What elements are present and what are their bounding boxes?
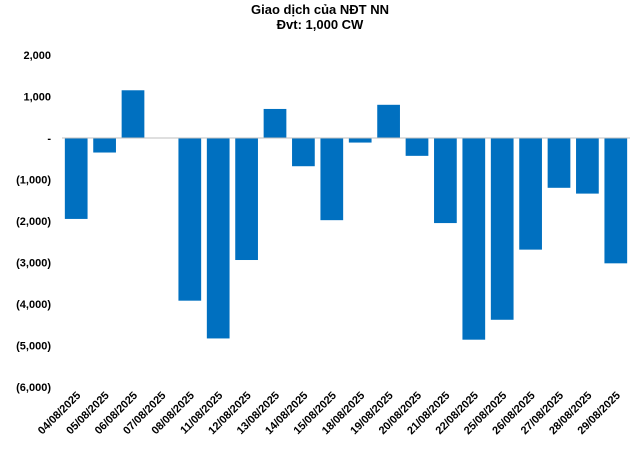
y-tick-label: (1,000) xyxy=(16,175,51,187)
bar xyxy=(263,108,287,138)
chart-title: Giao dịch của NĐT NN xyxy=(251,2,389,17)
bar xyxy=(292,138,315,167)
bar xyxy=(121,90,145,138)
bar xyxy=(64,138,88,219)
y-tick-label: (2,000) xyxy=(16,216,51,228)
bar xyxy=(320,138,344,221)
bar xyxy=(576,138,599,194)
y-tick-label: 2,000 xyxy=(23,50,51,62)
y-tick-label: (4,000) xyxy=(16,299,51,311)
bar xyxy=(434,138,457,224)
bar xyxy=(519,138,542,250)
bar xyxy=(235,138,258,261)
y-tick-label: - xyxy=(47,133,51,145)
bar xyxy=(547,138,571,188)
bar xyxy=(93,138,116,153)
bar xyxy=(377,104,400,138)
chart-subtitle: Đvt: 1,000 CW xyxy=(276,17,364,32)
y-tick-label: (5,000) xyxy=(16,341,51,353)
y-tick-label: 1,000 xyxy=(23,92,51,104)
chart-title-block: Giao dịch của NĐT NN Đvt: 1,000 CW xyxy=(0,2,640,32)
bar xyxy=(178,138,202,301)
bar xyxy=(604,138,628,264)
bar xyxy=(462,138,486,340)
bar xyxy=(348,138,372,143)
y-tick-label: (6,000) xyxy=(16,382,51,394)
bar xyxy=(490,138,514,320)
bar xyxy=(206,138,230,339)
bar xyxy=(405,138,429,156)
y-tick-label: (3,000) xyxy=(16,258,51,270)
